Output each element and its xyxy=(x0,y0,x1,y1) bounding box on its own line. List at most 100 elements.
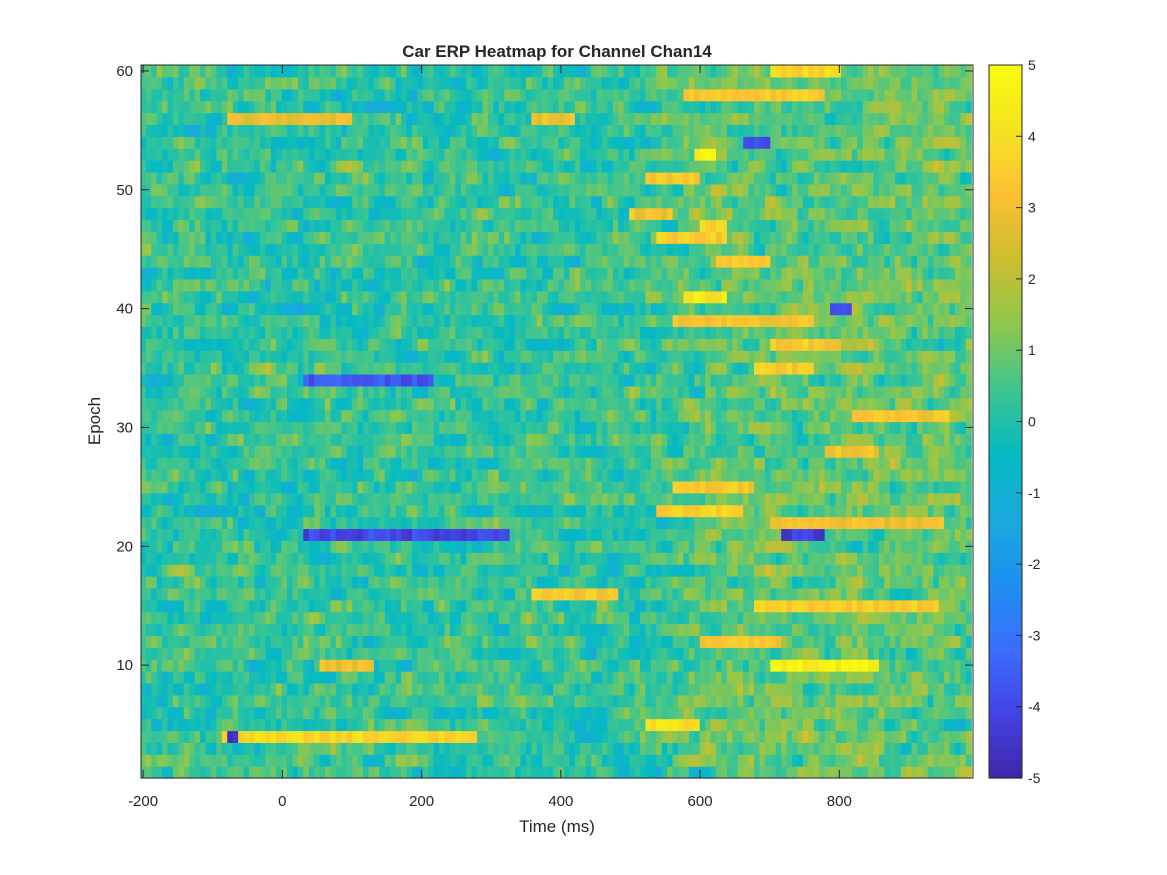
heatmap-cell xyxy=(846,611,853,625)
heatmap-cell xyxy=(319,457,326,470)
heatmap-cell xyxy=(281,575,288,589)
heatmap-cell xyxy=(580,706,587,720)
heatmap-cell xyxy=(531,599,538,613)
heatmap-cell xyxy=(569,766,576,779)
heatmap-cell xyxy=(547,528,554,541)
heatmap-cell xyxy=(363,504,370,518)
heatmap-cell xyxy=(200,564,207,577)
heatmap-cell xyxy=(238,730,245,743)
heatmap-cell xyxy=(585,706,592,720)
heatmap-cell xyxy=(297,516,304,530)
heatmap-cell xyxy=(737,587,744,601)
heatmap-cell xyxy=(748,528,755,541)
heatmap-cell xyxy=(574,647,581,660)
heatmap-cell xyxy=(667,623,674,636)
heatmap-cell xyxy=(944,409,951,423)
heatmap-cell xyxy=(221,623,228,636)
heatmap-cell xyxy=(716,718,723,732)
heatmap-cell xyxy=(466,599,473,613)
heatmap-cell xyxy=(857,540,864,553)
heatmap-cell xyxy=(618,754,625,767)
heatmap-cell xyxy=(574,469,581,482)
heatmap-cell xyxy=(802,445,809,458)
heatmap-cell xyxy=(297,587,304,601)
heatmap-cell xyxy=(721,457,728,470)
heatmap-cell xyxy=(699,409,706,423)
heatmap-cell xyxy=(466,635,473,648)
heatmap-cell xyxy=(384,504,391,518)
heatmap-cell xyxy=(167,552,174,565)
heatmap-cell xyxy=(281,754,288,767)
heatmap-cell xyxy=(721,433,728,446)
heatmap-cell xyxy=(368,647,375,660)
heatmap-cell xyxy=(639,754,647,767)
heatmap-cell xyxy=(846,706,853,720)
heatmap-cell xyxy=(650,659,657,672)
heatmap-cell xyxy=(145,766,152,779)
heatmap-cell xyxy=(960,445,967,458)
heatmap-cell xyxy=(607,469,614,482)
heatmap-cell xyxy=(743,492,750,506)
heatmap-cell xyxy=(645,718,652,732)
heatmap-cell xyxy=(580,718,587,732)
heatmap-cell xyxy=(786,682,793,696)
heatmap-cell xyxy=(813,623,820,636)
heatmap-cell xyxy=(210,457,217,470)
heatmap-cell xyxy=(238,682,245,696)
heatmap-cell xyxy=(493,575,500,589)
heatmap-cell xyxy=(694,682,701,696)
heatmap-cell xyxy=(596,433,603,446)
heatmap-cell xyxy=(840,587,847,601)
heatmap-cell xyxy=(792,457,799,470)
heatmap-cell xyxy=(162,599,169,613)
heatmap-cell xyxy=(194,480,201,494)
heatmap-cell xyxy=(248,480,256,494)
heatmap-cell xyxy=(189,587,196,601)
heatmap-cell xyxy=(444,385,451,399)
heatmap-cell xyxy=(808,516,815,530)
heatmap-cell xyxy=(878,575,885,589)
heatmap-cell xyxy=(558,635,565,648)
heatmap-cell xyxy=(368,635,375,648)
heatmap-cell xyxy=(466,575,473,589)
heatmap-cell xyxy=(694,587,701,601)
heatmap-cell xyxy=(797,742,804,755)
heatmap-cell xyxy=(601,587,609,601)
heatmap-cell xyxy=(303,516,310,530)
heatmap-cell xyxy=(357,730,364,743)
heatmap-cell xyxy=(248,635,256,648)
heatmap-cell xyxy=(428,742,435,755)
heatmap-cell xyxy=(352,671,359,684)
heatmap-cell xyxy=(216,611,223,625)
heatmap-cell xyxy=(563,611,570,625)
heatmap-cell xyxy=(270,397,277,411)
heatmap-cell xyxy=(460,397,467,411)
heatmap-cell xyxy=(922,659,929,672)
heatmap-cell xyxy=(200,742,207,755)
heatmap-cell xyxy=(205,575,212,589)
heatmap-cell xyxy=(672,587,679,601)
heatmap-cell xyxy=(515,706,522,720)
heatmap-cell xyxy=(238,671,245,684)
heatmap-cell xyxy=(938,671,945,684)
heatmap-cell xyxy=(612,528,619,541)
heatmap-cell xyxy=(585,635,592,648)
heatmap-cell xyxy=(764,504,771,518)
heatmap-cell xyxy=(390,397,397,411)
heatmap-cell xyxy=(933,623,940,636)
heatmap-cell xyxy=(737,504,744,518)
heatmap-cell xyxy=(819,599,826,613)
heatmap-cell xyxy=(200,754,207,767)
heatmap-cell xyxy=(851,706,858,720)
heatmap-cell xyxy=(428,623,435,636)
heatmap-cell xyxy=(493,469,500,482)
heatmap-cell xyxy=(954,694,961,708)
heatmap-cell xyxy=(205,647,212,660)
heatmap-cell xyxy=(705,635,712,648)
heatmap-cell xyxy=(303,671,310,684)
heatmap-cell xyxy=(259,564,266,577)
heatmap-cell xyxy=(916,516,923,530)
heatmap-cell xyxy=(618,385,625,399)
heatmap-cell xyxy=(889,528,896,541)
heatmap-cell xyxy=(270,611,277,625)
